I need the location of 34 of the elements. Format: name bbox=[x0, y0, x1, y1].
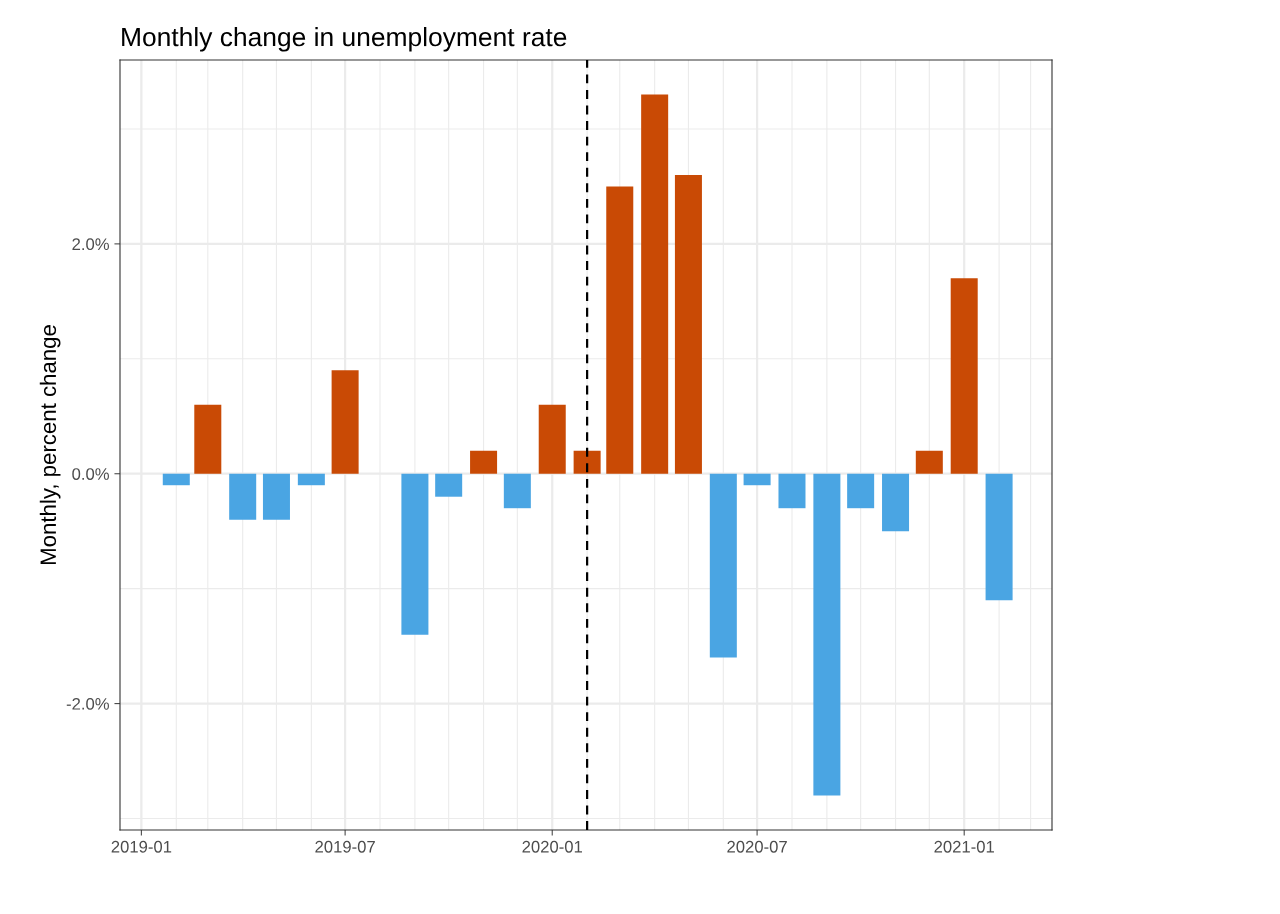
bar bbox=[813, 473, 841, 796]
x-tick-label: 2019-01 bbox=[111, 840, 172, 853]
y-tick-label: -2.0% bbox=[66, 697, 109, 710]
bar bbox=[194, 404, 222, 474]
y-tick-label: 2.0% bbox=[72, 238, 109, 251]
bar bbox=[538, 404, 566, 474]
bar bbox=[882, 473, 910, 532]
bar bbox=[229, 473, 257, 520]
bar bbox=[503, 473, 531, 509]
bar bbox=[470, 450, 498, 474]
bar bbox=[573, 450, 601, 474]
x-tick-label: 2020-01 bbox=[522, 840, 582, 853]
y-axis-title: Monthly, percent change bbox=[39, 325, 61, 565]
x-tick-label: 2020-07 bbox=[727, 840, 787, 853]
chart-title: Monthly change in unemployment rate bbox=[122, 26, 567, 52]
bar bbox=[641, 94, 669, 474]
bar bbox=[915, 450, 943, 474]
bar bbox=[435, 473, 463, 497]
bar bbox=[262, 473, 290, 520]
bar bbox=[847, 473, 875, 509]
bar bbox=[606, 186, 634, 474]
bar bbox=[162, 473, 190, 486]
y-tick-label: 0.0% bbox=[72, 468, 109, 480]
x-tick-label: 2021-01 bbox=[934, 840, 994, 853]
bar bbox=[743, 473, 771, 486]
bar bbox=[401, 473, 429, 635]
bar bbox=[674, 174, 702, 474]
bar bbox=[709, 473, 737, 658]
bar bbox=[297, 473, 325, 486]
bar bbox=[950, 278, 978, 474]
x-tick-label: 2019-07 bbox=[315, 840, 375, 853]
bar bbox=[331, 370, 359, 474]
bar bbox=[778, 473, 806, 509]
bar bbox=[985, 473, 1013, 601]
